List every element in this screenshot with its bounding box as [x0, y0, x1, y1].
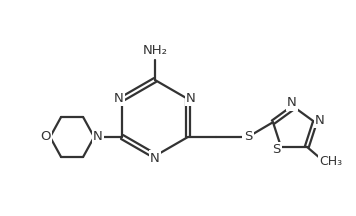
Text: N: N	[114, 92, 124, 105]
Text: S: S	[244, 130, 252, 143]
Text: CH₃: CH₃	[319, 155, 342, 168]
Text: N: N	[315, 114, 325, 127]
Text: N: N	[186, 92, 196, 105]
Text: O: O	[40, 130, 50, 143]
Text: S: S	[272, 143, 280, 156]
Text: N: N	[287, 97, 297, 110]
Text: N: N	[150, 151, 160, 165]
Text: N: N	[93, 130, 103, 143]
Text: NH₂: NH₂	[142, 44, 168, 57]
